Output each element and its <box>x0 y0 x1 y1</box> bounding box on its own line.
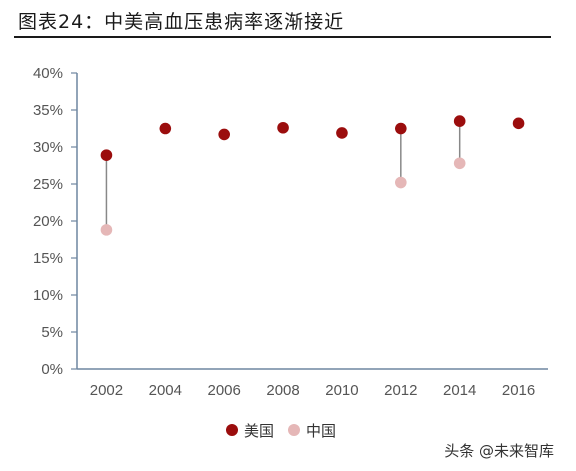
y-tick-label: 0% <box>41 361 63 378</box>
us-point <box>395 122 407 135</box>
us-point <box>100 149 113 161</box>
us-point <box>277 121 289 134</box>
us-point <box>336 127 348 139</box>
us-point <box>159 122 172 135</box>
y-tick-label: 30% <box>33 139 63 156</box>
us-point <box>512 117 525 130</box>
x-tick-label: 2004 <box>149 382 182 399</box>
y-tick-label: 40% <box>33 65 63 82</box>
x-tick-label: 2002 <box>90 382 123 399</box>
x-tick-label: 2006 <box>208 382 241 399</box>
china-point <box>100 224 113 236</box>
us-point <box>453 115 466 127</box>
legend-label: 美国 <box>244 422 274 440</box>
y-tick-label: 20% <box>33 213 63 230</box>
y-axis: 0% 5% 10% 15% 20% 25% 30% 35% 40% <box>33 65 78 378</box>
x-axis: 2002 2004 2006 2008 2010 2012 2014 2016 <box>77 368 548 399</box>
y-tick-label: 35% <box>33 102 63 119</box>
title-divider <box>14 36 551 38</box>
data-points <box>100 115 525 236</box>
y-tick-label: 25% <box>33 176 63 193</box>
y-tick-label: 10% <box>33 287 63 304</box>
china-point <box>395 176 407 189</box>
legend-marker <box>288 424 300 436</box>
x-tick-label: 2008 <box>266 382 299 399</box>
y-tick-label: 5% <box>41 324 63 341</box>
x-tick-label: 2010 <box>325 382 358 399</box>
x-tick-label: 2016 <box>502 382 535 399</box>
x-tick-label: 2014 <box>443 382 476 399</box>
y-tick-label: 15% <box>33 250 63 267</box>
legend: 美国 中国 <box>226 422 336 440</box>
legend-marker <box>226 424 238 436</box>
chart-title: 图表24：中美高血压患病率逐渐接近 <box>18 11 345 33</box>
legend-label: 中国 <box>306 422 336 440</box>
connector-lines <box>105 121 461 230</box>
china-point <box>453 157 466 170</box>
us-point <box>218 128 230 141</box>
watermark: 头条 @未来智库 <box>444 442 554 460</box>
x-tick-label: 2012 <box>384 382 417 399</box>
